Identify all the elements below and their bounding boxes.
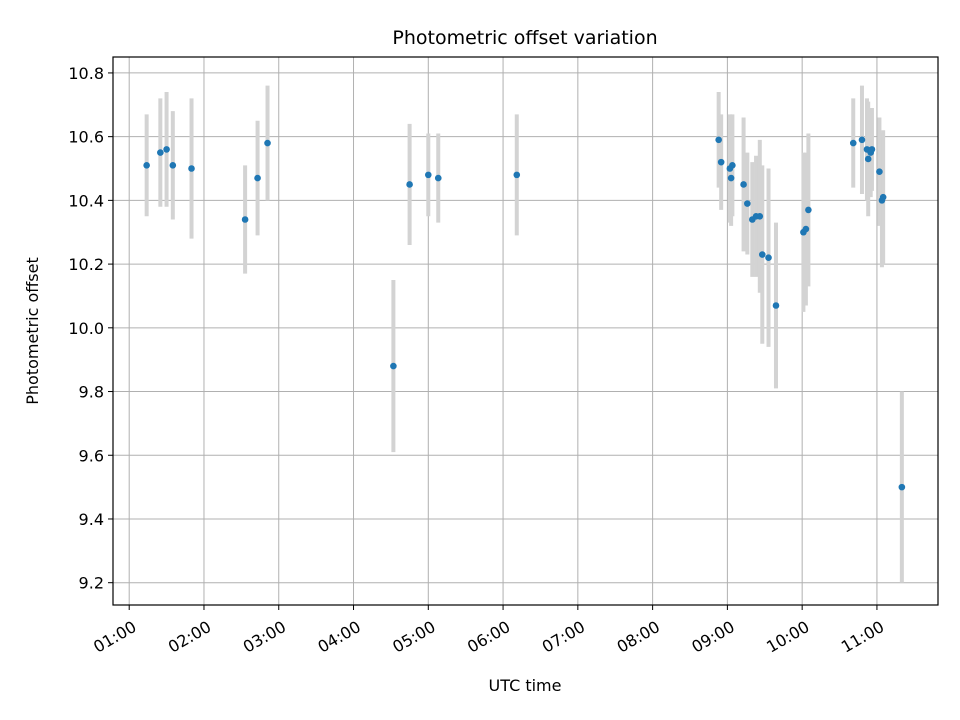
data-point: [858, 136, 866, 144]
data-point: [758, 251, 766, 258]
data-point: [157, 149, 164, 156]
chart-title: Photometric offset variation: [392, 27, 657, 49]
data-point: [727, 174, 735, 182]
data-point: [254, 174, 261, 182]
y-tick-label: 9.6: [79, 446, 104, 465]
data-point: [864, 155, 872, 163]
data-point: [729, 162, 736, 169]
y-tick-label: 10.6: [68, 128, 104, 147]
data-point: [143, 162, 150, 169]
y-tick-label: 10.0: [68, 319, 104, 338]
data-point: [802, 225, 810, 233]
data-point: [424, 171, 432, 179]
data-point: [188, 165, 195, 172]
y-axis-label: Photometric offset: [23, 257, 42, 405]
y-tick-label: 9.2: [79, 574, 104, 593]
data-point: [876, 168, 883, 175]
data-point: [756, 213, 764, 220]
data-points: [143, 136, 906, 491]
y-tick-label: 9.4: [79, 510, 104, 529]
data-point: [898, 483, 906, 491]
y-tick-label: 10.2: [68, 255, 104, 274]
data-point: [390, 362, 397, 370]
data-point: [163, 146, 170, 153]
data-point: [849, 139, 857, 147]
y-tick-label: 10.4: [68, 191, 104, 210]
data-point: [241, 216, 249, 223]
data-point: [740, 181, 747, 188]
data-point: [765, 254, 772, 262]
data-point: [805, 206, 812, 214]
data-point: [717, 158, 725, 166]
data-point: [868, 146, 876, 153]
data-point: [715, 136, 722, 144]
data-point: [434, 174, 442, 182]
y-tick-label: 9.8: [79, 383, 104, 402]
plot-area-frame: [112, 56, 939, 606]
data-point: [879, 193, 887, 201]
data-point: [772, 302, 780, 309]
data-point: [406, 181, 413, 188]
data-point: [744, 200, 751, 207]
data-point: [264, 139, 271, 147]
data-point: [169, 162, 177, 169]
y-tick-label: 10.8: [68, 64, 104, 83]
data-point: [513, 171, 521, 179]
grid: [113, 57, 938, 605]
x-axis-label: UTC time: [489, 676, 562, 695]
